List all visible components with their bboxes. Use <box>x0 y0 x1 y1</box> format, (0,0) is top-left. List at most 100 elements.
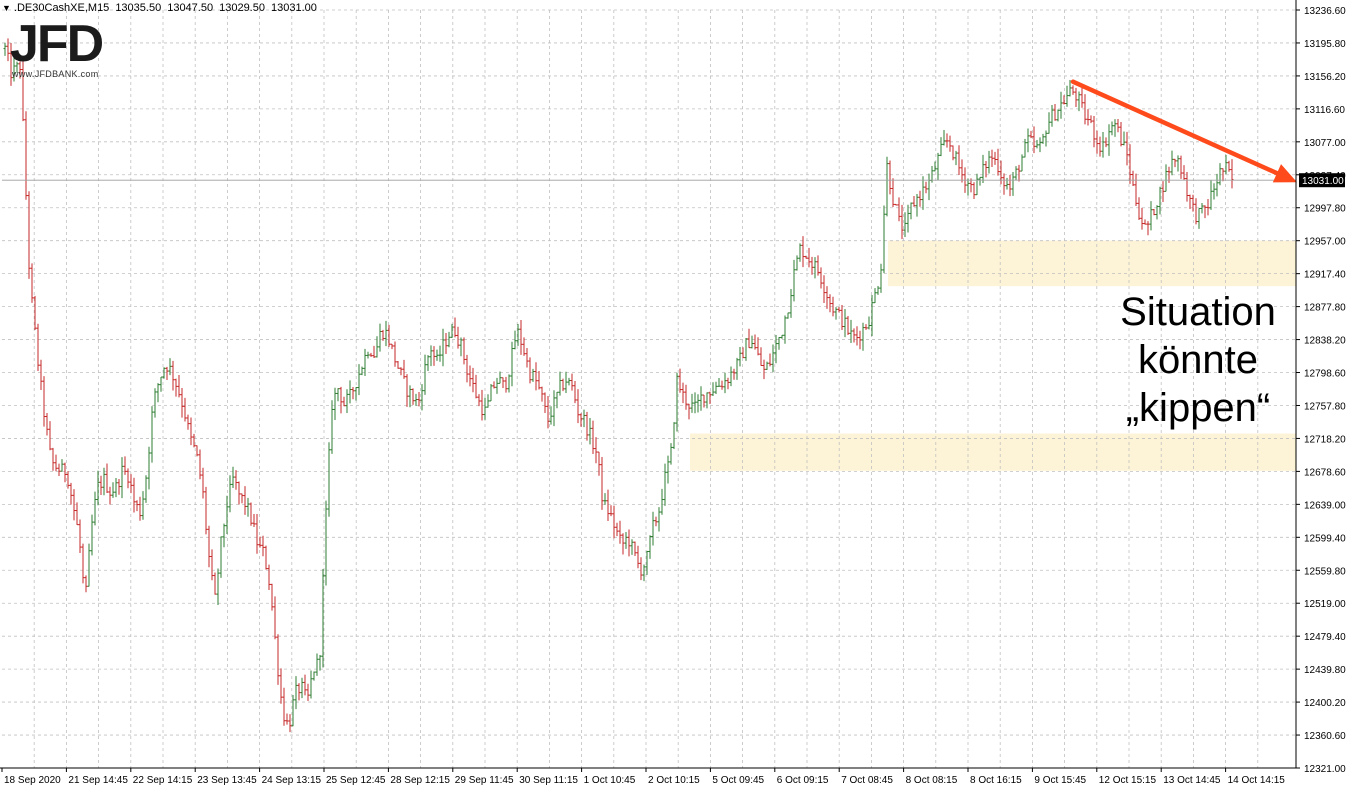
price-tag-bg <box>1299 173 1345 188</box>
ohlc-bar <box>1026 128 1030 153</box>
trend-arrow-head-icon <box>1272 164 1297 183</box>
ohlc-bar <box>765 361 769 370</box>
dropdown-triangle-icon[interactable]: ▼ <box>2 3 11 13</box>
ohlc-bar <box>777 337 781 350</box>
ohlc-bar <box>651 511 655 546</box>
symbol-label: .DE30CashXE,M15 <box>13 2 110 14</box>
ohlc-bar <box>225 495 229 534</box>
ohlc-bar <box>945 133 949 148</box>
ohlc-bar <box>534 362 538 391</box>
ohlc-bar <box>507 374 511 393</box>
ohlc-bar <box>432 346 436 366</box>
ohlc-bar <box>420 384 424 411</box>
ohlc-bar <box>576 389 580 424</box>
ohlc-bar <box>537 370 541 390</box>
ohlc-bar <box>768 353 772 367</box>
ohlc-bar <box>285 713 289 725</box>
ohlc-bar <box>885 156 889 217</box>
ohlc-bar <box>912 196 916 207</box>
ohlc-bar <box>660 488 664 515</box>
ohlc-bar <box>669 443 673 465</box>
ohlc-bars <box>3 38 1234 733</box>
ohlc-bar <box>1077 91 1081 112</box>
ohlc-bar <box>198 449 202 480</box>
ohlc-bar <box>252 513 256 528</box>
ohlc-bar <box>261 535 265 557</box>
ohlc-bar <box>1197 207 1201 229</box>
ohlc-bar <box>99 475 103 496</box>
ohlc-bar <box>825 286 829 309</box>
ohlc-bar <box>1158 186 1162 215</box>
ohlc-bar <box>1116 119 1120 133</box>
ohlc-bar <box>492 381 496 389</box>
ohlc-bar <box>903 212 907 237</box>
ohlc-bar <box>243 486 247 515</box>
ohlc-bar <box>900 204 904 240</box>
ohlc-bar <box>711 382 715 397</box>
ohlc-bar <box>375 336 379 358</box>
ohlc-bar <box>306 683 310 701</box>
y-tick-label: 12957.00 <box>1304 237 1346 248</box>
ohlc-bar <box>1152 209 1156 216</box>
ohlc-bar <box>189 417 193 446</box>
ohlc-bar <box>1011 171 1015 196</box>
ohlc-bar <box>813 257 817 279</box>
ohlc-bar <box>1068 80 1072 97</box>
ohlc-bar <box>291 694 295 727</box>
ohlc-bar <box>33 295 37 331</box>
ohlc-bar <box>978 176 982 186</box>
ohlc-bar <box>627 529 631 557</box>
ohlc-bar <box>297 683 301 701</box>
ohlc-bar <box>654 516 658 527</box>
x-tick-label: 14 Oct 14:15 <box>1228 775 1286 786</box>
ohlc-bar <box>585 411 589 441</box>
ohlc-bar <box>714 381 718 394</box>
ohlc-bar <box>363 348 367 377</box>
ohlc-bar <box>1050 104 1054 127</box>
ohlc-bar <box>1185 172 1189 202</box>
ohlc-bar <box>231 466 235 488</box>
high-value: 13047.50 <box>167 2 214 14</box>
ohlc-bar <box>822 275 826 303</box>
ohlc-bar <box>12 57 16 82</box>
ohlc-bar <box>897 197 901 222</box>
ohlc-bar <box>840 305 844 331</box>
ohlc-bar <box>603 493 607 505</box>
ohlc-bar <box>1161 181 1165 202</box>
ohlc-bar <box>1017 164 1021 182</box>
ohlc-bar <box>588 417 592 445</box>
ohlc-bar <box>1230 159 1234 189</box>
y-tick-label: 12599.40 <box>1304 533 1346 544</box>
x-tick-label: 23 Sep 13:45 <box>197 775 257 786</box>
ohlc-bar <box>438 345 442 362</box>
ohlc-bar <box>288 714 292 733</box>
ohlc-bar <box>300 677 304 699</box>
ohlc-bar <box>756 337 760 356</box>
ohlc-bar <box>1146 221 1150 236</box>
ohlc-bar <box>990 149 994 167</box>
ohlc-bar <box>159 376 163 392</box>
annotation-line-2: könnte <box>1137 338 1259 382</box>
trend-arrow <box>1070 79 1297 183</box>
ohlc-bar <box>453 317 457 338</box>
ohlc-bar <box>204 486 208 535</box>
ohlc-bar <box>258 536 262 548</box>
ohlc-bar <box>639 557 643 581</box>
ohlc-bar <box>750 335 754 349</box>
ohlc-bar <box>1143 219 1147 225</box>
trend-arrow-shaft <box>1070 79 1280 176</box>
ohlc-bar <box>63 462 67 483</box>
ohlc-bar <box>234 470 238 490</box>
ohlc-bar <box>342 396 346 407</box>
ohlc-bar <box>936 152 940 181</box>
ohlc-bar <box>738 347 742 367</box>
ohlc-bar <box>549 406 553 425</box>
ohlc-bar <box>351 386 355 400</box>
ohlc-bar <box>390 343 394 350</box>
ohlc-bar <box>816 255 820 276</box>
ohlc-bar <box>1206 199 1210 216</box>
ohlc-bar <box>795 255 799 271</box>
ohlc-bar <box>1212 183 1216 200</box>
ohlc-bar <box>726 377 730 390</box>
